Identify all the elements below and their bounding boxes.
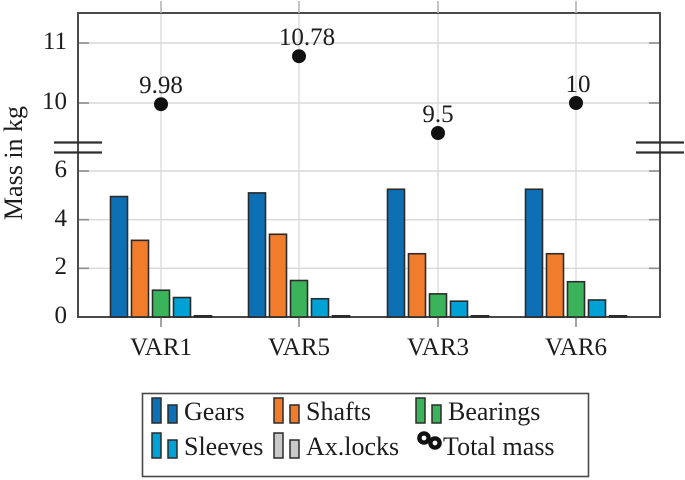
legend-label-gears: Gears [184,397,245,426]
total-mass-value-var3: 9.5 [422,101,454,128]
bar-bearings-var6 [566,280,586,318]
total-mass-value-var6: 10 [565,71,591,98]
legend-swatch-bearings-1 [415,397,426,424]
bar-gears-var6 [524,188,544,318]
bar-sleeves-var6 [587,299,607,318]
legend-swatch-axlocks-1 [273,432,284,459]
x-tick-label-var3: VAR3 [406,334,470,361]
legend-swatch-gears-1 [151,397,162,424]
y-tick-label-2: 2 [54,253,68,281]
plot-frame [77,12,661,318]
bar-shafts-var1 [130,239,150,318]
y-axis-title: Mass in kg [0,105,28,221]
y-tick-label-0: 0 [54,302,68,329]
legend-label-totalmass: Total mass [443,432,555,461]
bar-shafts-var6 [545,252,565,318]
legend-swatch-bearings-2 [431,404,442,424]
y-tick-label-10: 10 [42,88,67,115]
bar-gears-var1 [109,195,129,318]
legend-swatch-sleeves-2 [167,439,178,459]
legend-swatch-shafts-2 [289,404,300,424]
bar-gears-var5 [247,192,267,318]
y-tick-label-6: 6 [54,156,68,183]
legend-label-bearings: Bearings [448,397,541,426]
legend-swatch-gears-2 [167,404,178,424]
total-mass-dot-var5 [292,49,306,64]
total-mass-value-var5: 10.78 [278,24,336,52]
x-tick-label-var6: VAR6 [544,334,608,361]
total-mass-dot-var3 [431,126,445,140]
bar-sleeves-var5 [310,297,330,318]
total-mass-dot-var6 [569,96,583,110]
legend-swatch-sleeves-1 [151,432,162,459]
bar-axlocks-var6 [608,314,628,318]
bar-sleeves-var3 [449,300,469,318]
legend-marker-totalmass-1 [417,431,431,445]
bar-axlocks-var5 [331,314,351,318]
x-tick-label-var5: VAR5 [267,334,331,361]
total-mass-dot-var1 [154,97,168,112]
y-tick-label-4: 4 [54,204,68,232]
x-tick-label-var1: VAR1 [129,334,193,361]
bar-bearings-var3 [428,293,448,318]
bar-axlocks-var1 [193,314,213,318]
y-tick-label-11: 11 [42,28,67,55]
legend-box [141,392,590,478]
bar-sleeves-var1 [172,296,192,318]
bar-gears-var3 [386,188,406,318]
legend-label-sleeves: Sleeves [184,432,264,461]
legend-swatch-axlocks-2 [289,439,300,459]
legend-label-axlocks: Ax.locks [306,432,400,461]
bar-shafts-var3 [407,252,427,318]
bar-bearings-var5 [289,279,309,318]
bar-axlocks-var3 [470,314,490,318]
total-mass-value-var1: 9.98 [139,72,183,100]
legend-swatch-shafts-1 [273,397,284,424]
legend-marker-totalmass-2 [428,436,442,450]
bar-shafts-var5 [268,233,288,318]
bar-bearings-var1 [151,289,171,318]
legend-label-shafts: Shafts [306,397,371,426]
